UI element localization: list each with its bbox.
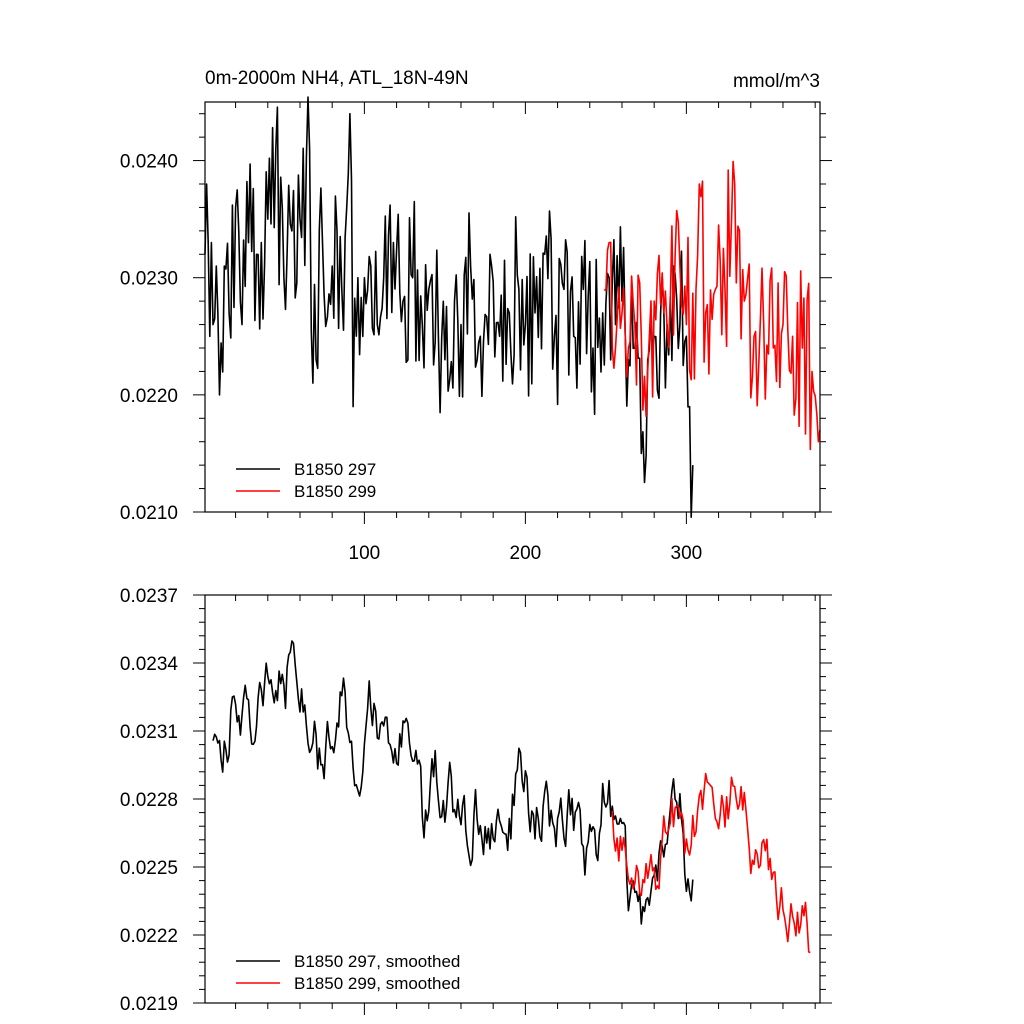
y-tick-label: 0.0231 <box>120 722 178 743</box>
y-tick-label: 0.0240 <box>120 152 178 173</box>
y-tick-label: 0.0225 <box>120 858 178 879</box>
bottom-plot-area <box>212 640 811 954</box>
y-tick-label: 0.0220 <box>120 386 178 407</box>
units-label: mmol/m^3 <box>733 71 820 92</box>
x-tick-label: 300 <box>671 543 703 564</box>
legend-label-smoothed-1: B1850 297, smoothed <box>294 952 460 971</box>
series-line-smoothed-1 <box>212 640 694 925</box>
y-tick-label: 0.0222 <box>120 926 178 947</box>
y-tick-label: 0.0228 <box>120 790 178 811</box>
bottom-panel: 0.0219 0.0222 0.0225 0.0228 0.0231 0.0234 0.02… <box>120 586 832 1015</box>
y-tick-label: 0.0219 <box>120 994 178 1015</box>
y-tick-label: 0.0210 <box>120 503 178 524</box>
bottom-axes: 0.0219 0.0222 0.0225 0.0228 0.0231 0.0234 0.02… <box>120 586 832 1015</box>
top-axes: 100 200 300 0.0210 0.0220 0.0230 0.0240 <box>120 102 832 564</box>
legend-label-series-1: B1850 297 <box>294 460 376 479</box>
bottom-legend: B1850 297, smoothed B1850 299, smoothed <box>236 952 460 993</box>
legend-label-smoothed-2: B1850 299, smoothed <box>294 974 460 993</box>
y-tick-label: 0.0230 <box>120 269 178 290</box>
x-tick-label: 100 <box>349 543 381 564</box>
top-legend: B1850 297 B1850 299 <box>236 460 376 501</box>
x-tick-label: 200 <box>510 543 542 564</box>
chart-title: 0m-2000m NH4, ATL_18N-49N <box>205 68 469 89</box>
legend-label-series-2: B1850 299 <box>294 482 376 501</box>
top-panel: 0m-2000m NH4, ATL_18N-49N mmol/m^3 100 20… <box>120 68 832 564</box>
series-line-smoothed-2 <box>611 772 811 954</box>
y-tick-label: 0.0234 <box>120 654 179 675</box>
top-plot-area <box>204 96 821 519</box>
top-plot-frame <box>204 101 821 513</box>
y-tick-label: 0.0237 <box>120 586 178 607</box>
series-line-raw-2 <box>603 160 821 451</box>
